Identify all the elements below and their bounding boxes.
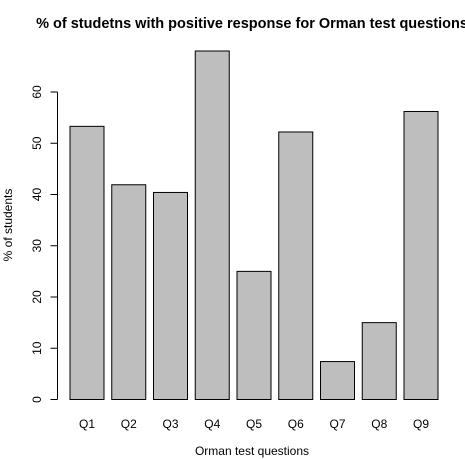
bar-q3: [153, 191, 188, 400]
bars-group: [69, 50, 439, 401]
y-tick-label: 60: [30, 85, 44, 99]
x-tick-label-q9: Q9: [413, 417, 429, 431]
x-tick-label-q7: Q7: [329, 417, 345, 431]
x-tick-label-q5: Q5: [246, 417, 262, 431]
bar-q1: [69, 125, 105, 401]
y-axis-ticks: 0 10 20 30 40 50 60: [30, 85, 58, 403]
x-tick-label-q2: Q2: [121, 417, 137, 431]
y-axis-title: % of students: [1, 189, 15, 262]
y-tick-label: 10: [30, 341, 44, 355]
bar-q8: [361, 322, 397, 400]
y-tick-label: 20: [30, 290, 44, 304]
x-tick-label-q4: Q4: [204, 417, 220, 431]
x-tick-label-q6: Q6: [288, 417, 304, 431]
bar-q2: [111, 184, 147, 400]
y-tick-label: 30: [30, 239, 44, 253]
y-tick-label: 40: [30, 188, 44, 202]
x-axis-title: Orman test questions: [195, 444, 309, 458]
bar-q6: [278, 131, 314, 400]
x-axis-labels: Q1 Q2 Q3 Q4 Q5 Q6 Q7 Q8 Q9: [79, 417, 429, 431]
x-tick-label-q3: Q3: [162, 417, 178, 431]
chart-title: % of studetns with positive response for…: [36, 16, 465, 32]
bar-q9: [403, 110, 439, 400]
x-tick-label-q1: Q1: [79, 417, 95, 431]
bar-q7: [320, 361, 355, 401]
y-tick-label: 0: [30, 396, 44, 403]
x-tick-label-q8: Q8: [371, 417, 387, 431]
y-tick-label: 50: [30, 136, 44, 150]
bar-q5: [236, 270, 272, 400]
bar-q4: [194, 50, 230, 400]
